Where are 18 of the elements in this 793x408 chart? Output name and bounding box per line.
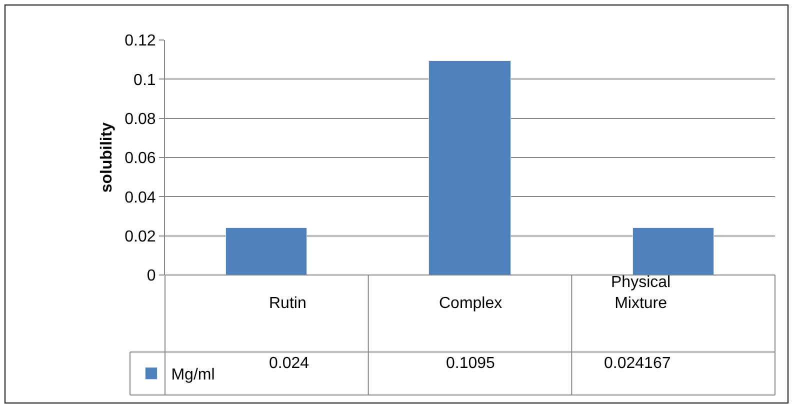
y-tick-label: 0 bbox=[146, 268, 156, 285]
y-tick-label: 0.04 bbox=[124, 189, 156, 206]
bar bbox=[428, 60, 511, 275]
data-label: 0.024 bbox=[269, 355, 310, 372]
y-tick-label: 0.12 bbox=[124, 32, 156, 50]
y-tick-label: 0.06 bbox=[124, 150, 156, 168]
x-tick-label: Complex bbox=[439, 295, 502, 312]
bar bbox=[226, 228, 307, 275]
bar bbox=[632, 228, 714, 275]
x-tick-label: Physical Mixture bbox=[611, 274, 671, 312]
y-axis-title: solubility bbox=[98, 122, 116, 193]
y-tick-label: 0.08 bbox=[124, 110, 156, 128]
data-label: 0.024167 bbox=[604, 355, 671, 372]
data-label: 0.1095 bbox=[446, 355, 496, 372]
y-tick-label: 0.1 bbox=[134, 72, 156, 89]
x-tick-label: Rutin bbox=[269, 295, 306, 312]
legend-label: Mg/ml bbox=[171, 366, 215, 384]
y-tick-label: 0.02 bbox=[124, 228, 156, 246]
